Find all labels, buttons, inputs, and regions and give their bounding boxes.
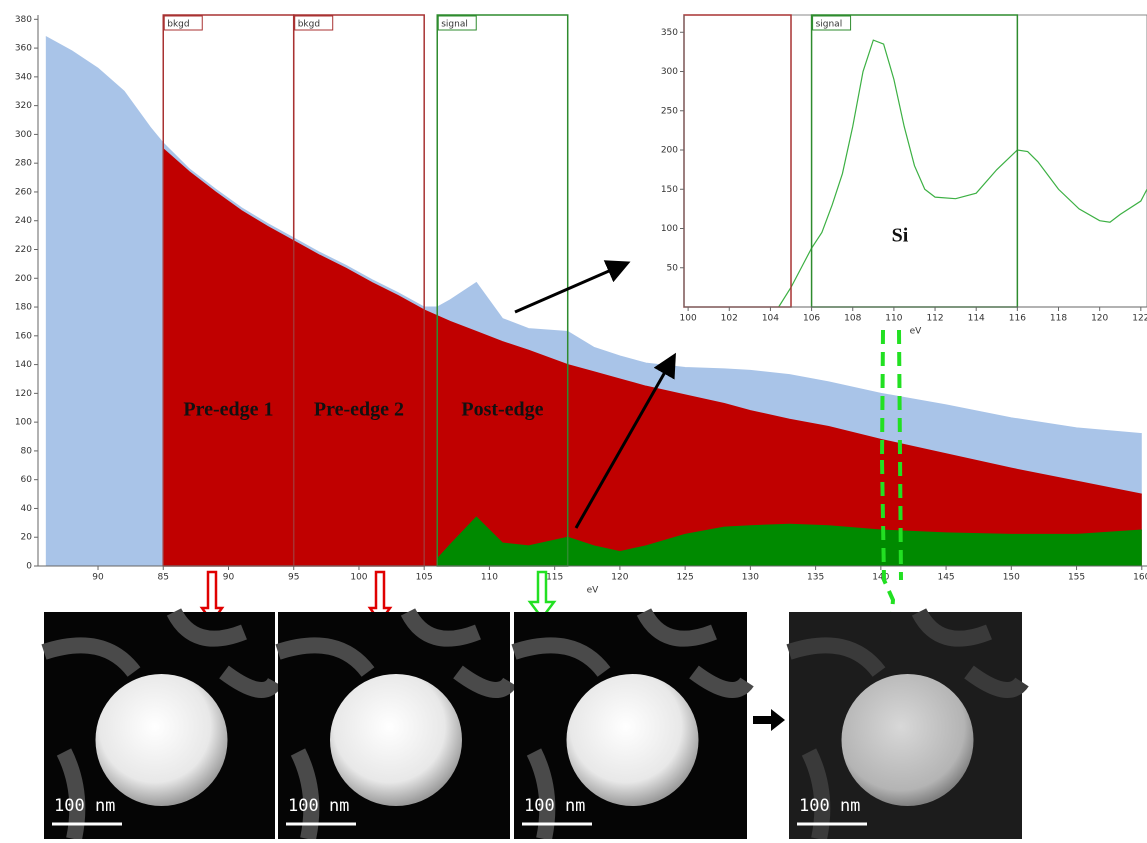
y-tick-label: 200 [15,274,32,284]
y-tick-label: 380 [15,15,32,25]
arrow [574,352,676,529]
x-tick-label: 95 [288,573,299,583]
y-tick-label: 120 [15,389,32,399]
x-tick-label: 110 [481,573,498,583]
down-arrow [527,570,557,621]
spectrum-chart: bkgd Pre-edge 1 bkgd Pre-edge 2 signal Post-e… [15,14,1147,596]
y-tick-label: 280 [15,159,32,169]
window-tag [294,15,334,31]
x-tick-label: 105 [416,573,433,583]
y-tick-label: 100 [15,418,32,428]
x-tick-label: 100 [680,314,697,324]
window-text: Pre-edge 1 [183,399,273,421]
inset-background [654,15,1147,337]
window-label: bkgd [298,20,320,30]
window-tag [812,15,852,31]
area-fill [163,148,1142,566]
x-tick-label: 108 [844,314,861,324]
y-tick-label: 80 [21,446,33,456]
scale-label: 100 nm [288,796,349,816]
y-tick-label: 140 [15,360,32,370]
x-tick-label: 125 [677,573,694,583]
x-tick-label: 90 [92,573,104,583]
x-tick-label: 155 [1068,573,1085,583]
particle [566,674,699,806]
y-tick-label: 220 [15,245,32,255]
inset-chart: signal 50 100 150 200 250 300 350 100 102 104 106 10… [654,14,1147,337]
support-film [275,608,517,841]
y-tick-label: 340 [15,72,32,82]
y-tick-label: 200 [661,146,678,156]
y-tick-label: 360 [15,44,32,54]
area-edge [162,148,1142,495]
particle [95,674,228,806]
y-tick-label: 60 [21,475,33,485]
y-tick-label: 240 [15,216,32,226]
x-tick-label: 150 [1003,573,1020,583]
particle [841,674,974,806]
y-tick-label: 150 [661,185,678,195]
area-edge [436,516,1142,560]
line [778,39,1147,308]
x-tick-label: 120 [1091,314,1108,324]
x-tick-label: 130 [742,573,759,583]
arrow [514,260,631,314]
x-tick-label: 100 [350,573,367,583]
scale-label: 100 nm [524,796,585,816]
y-tick-label: 320 [15,101,32,111]
y-tick-label: 300 [661,67,678,77]
y-tick-label: 50 [667,263,679,273]
support-film [786,608,1029,841]
support-film [41,608,283,841]
y-tick-label: 40 [21,504,33,514]
window-text: Post-edge [461,399,543,421]
window-tag [437,15,477,31]
x-tick-label: 112 [926,314,943,324]
y-tick-label: 300 [15,130,32,140]
x-tick-label: 140 [872,573,889,583]
x-tick-label: 85 [158,573,169,583]
x-tick-label: 116 [1009,314,1026,324]
x-axis-label: eV [587,586,600,596]
window-tag [163,15,203,31]
x-tick-label: 160 [1133,573,1147,583]
y-tick-label: 260 [15,187,32,197]
x-axis-label: eV [910,327,923,337]
scale-label: 100 nm [54,796,115,816]
x-tick-label: 104 [762,314,779,324]
y-tick-label: 0 [26,562,32,572]
y-tick-label: 20 [21,533,33,543]
x-tick-label: 118 [1050,314,1067,324]
support-film [511,608,754,841]
area-fill [437,517,1142,566]
particle [330,674,462,806]
x-tick-label: 122 [1132,314,1147,324]
annotation: Si [892,225,909,247]
micrographs: 100 nm 100 nm 100 nm 100 nm [41,608,1029,841]
x-tick-label: 110 [885,314,902,324]
y-tick-label: 160 [15,331,32,341]
x-tick-label: 135 [807,573,824,583]
x-tick-label: 106 [803,314,820,324]
x-tick-label: 120 [611,573,628,583]
y-tick-label: 350 [661,28,678,38]
y-tick-label: 100 [661,224,678,234]
scale-label: 100 nm [799,796,860,816]
x-tick-label: 145 [937,573,954,583]
window-label: signal [816,20,843,30]
y-tick-label: 250 [661,106,678,116]
window-text: Pre-edge 2 [314,399,404,421]
area-edge [45,36,1142,435]
x-tick-label: 114 [968,314,985,324]
y-tick-label: 180 [15,303,32,313]
window-label: bkgd [167,20,189,30]
x-tick-label: 102 [721,314,738,324]
window-label: signal [441,20,468,30]
x-tick-label: 115 [546,573,563,583]
x-tick-label: 90 [223,573,235,583]
right-arrow [753,709,785,731]
